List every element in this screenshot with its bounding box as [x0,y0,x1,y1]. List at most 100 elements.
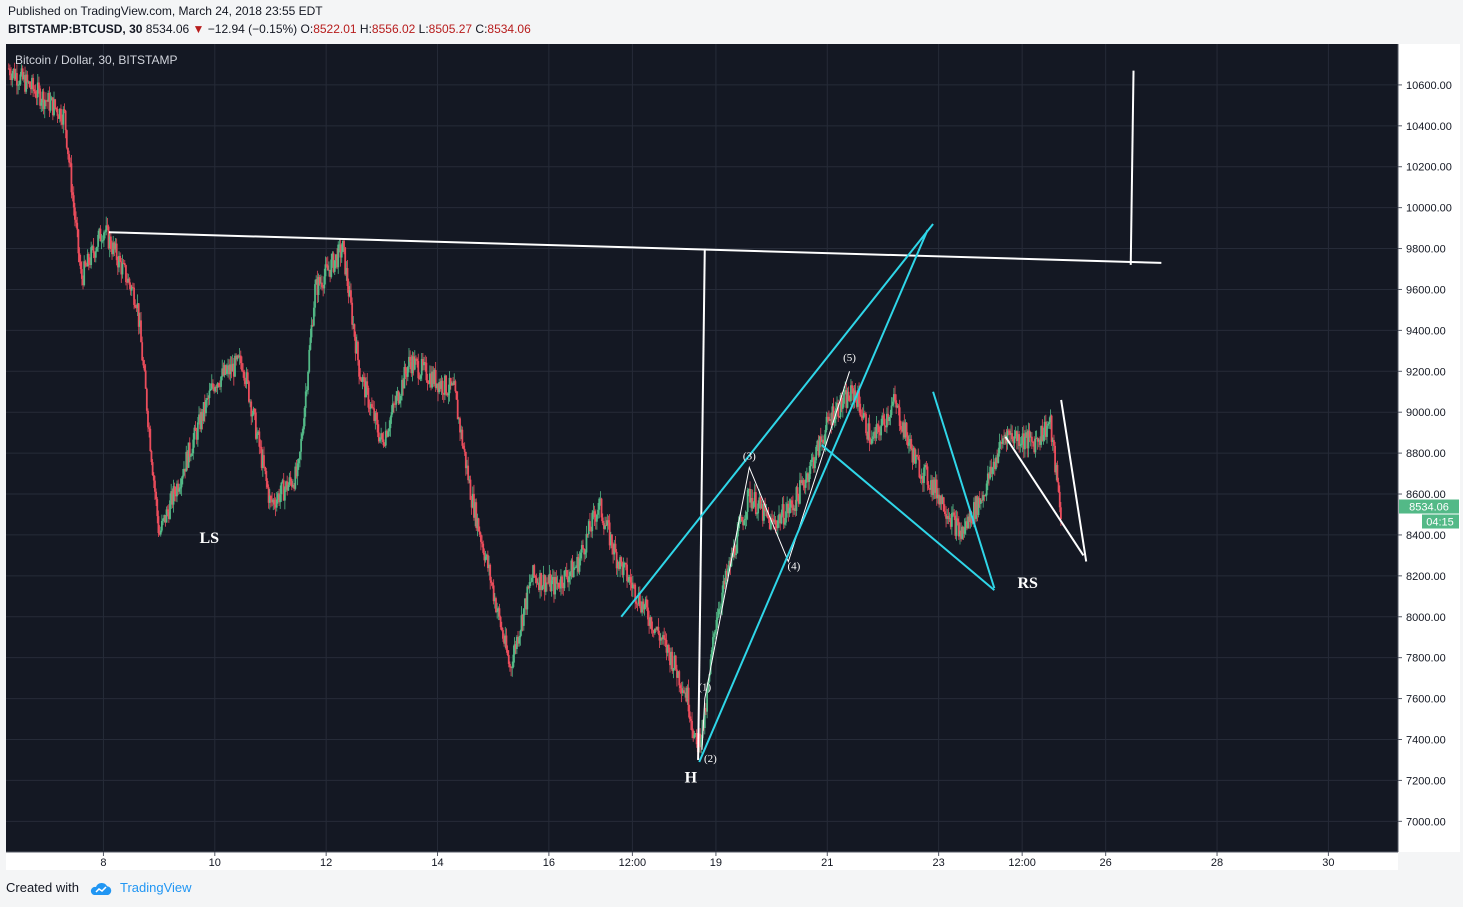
candle-body [1048,422,1051,424]
chart-title: Bitcoin / Dollar, 30, BITSTAMP [15,53,178,67]
candle-body [165,509,168,523]
candle-body [447,393,450,396]
trend-line-cyan[interactable] [620,223,934,618]
candle-body [375,412,378,420]
candle-body [978,498,981,504]
candle-body [590,530,593,532]
candle-body [10,75,13,80]
candle-body [282,480,285,501]
trend-line-white[interactable] [108,231,1162,264]
candle-body [799,480,801,504]
candle-body [288,477,291,485]
candle-body [736,531,739,554]
candle-body [613,543,616,555]
candle-body [92,246,95,253]
candle-body [584,552,587,555]
candle-body [586,533,589,535]
candle-body [80,269,83,279]
candle-body [151,462,154,476]
candle-body [721,592,724,607]
symbol-label: BITSTAMP:BTCUSD, 30 [8,22,143,36]
candle-body [995,457,997,469]
candle-body [860,415,863,417]
candle-body [971,522,974,524]
candle-body [569,572,572,577]
candle-body [782,504,785,525]
candle-body [280,482,283,495]
candle-body [1036,438,1039,442]
y-tick-label: 8800.00 [1406,448,1446,460]
trend-line-cyan[interactable] [698,229,929,763]
trend-line-white[interactable] [1129,70,1135,265]
candle-body [278,493,280,503]
candle-body [946,516,949,519]
candle-body [438,382,441,393]
candle-body [910,439,913,449]
candle-body [651,629,654,631]
candle-body [463,448,466,452]
candle-body [1018,434,1021,447]
candle-body [242,370,245,372]
candle-body [788,507,791,514]
candle-body [759,497,762,509]
candle-body [91,246,94,248]
candle-body [462,445,465,449]
trend-line-white[interactable] [697,248,706,760]
candle-body [346,268,349,287]
candle-body [583,548,586,555]
candle-body [398,400,401,404]
trend-line-cyan[interactable] [932,391,996,589]
x-tick-label: 23 [933,857,945,869]
candle-body [669,652,671,666]
x-tick-label: 14 [431,857,443,869]
candle-body [348,290,351,297]
candle-body [300,438,303,452]
candle-body [625,562,627,565]
candle-body [252,408,255,415]
y-tick-label: 9600.00 [1406,284,1446,296]
candle-body [480,534,482,542]
candle-body [314,284,316,308]
candle-body [1051,440,1054,442]
candle-body [166,509,169,512]
price-chart[interactable]: 10600.00 10400.00 10200.00 10000.00 9800.00 9… [6,44,1460,870]
candle-body [171,491,174,505]
candle-body [230,364,233,372]
candle-body [710,650,713,660]
trend-line-white[interactable] [1060,399,1088,562]
candle-body [358,360,361,377]
trend-line-cyan[interactable] [821,444,995,591]
candle-body [67,147,69,155]
candle-body [180,478,183,488]
candle-body [984,495,987,497]
candle-body [647,607,649,620]
candle-body [430,373,432,388]
candle-body [920,476,923,479]
candle-body [848,400,851,402]
candle-body [953,512,956,516]
chart-area[interactable]: 10600.00 10400.00 10200.00 10000.00 9800.00 9… [6,44,1460,870]
candle-body [345,268,348,275]
candle-body [757,503,760,514]
tradingview-brand-link[interactable]: TradingView [120,880,192,895]
candle-body [939,495,942,505]
candle-body [801,480,804,483]
candle-body [963,527,966,534]
candle-body [394,404,396,405]
candle-body [497,608,500,612]
candle-body [277,493,279,500]
candle-body [906,436,909,446]
wave-path-line[interactable] [701,371,851,750]
candle-body [1025,432,1028,438]
candle-body [1004,434,1007,439]
candle-body [179,487,182,489]
trend-line-white[interactable] [1004,436,1085,556]
candle-body [490,580,493,583]
candle-body [802,480,805,485]
candle-body [121,263,124,275]
candle-body [524,598,526,609]
candle-body [352,324,355,325]
candle-body [200,411,203,430]
candle-body [591,512,594,532]
candle-body [50,97,53,101]
